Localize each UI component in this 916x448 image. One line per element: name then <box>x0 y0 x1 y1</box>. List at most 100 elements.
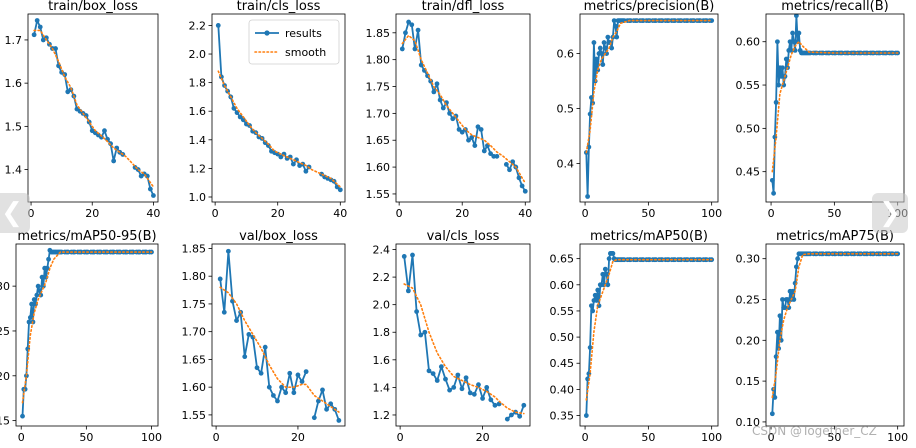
results-point <box>237 114 243 120</box>
results-point <box>450 116 456 122</box>
watermark: CSDN @Together_CZ <box>752 424 877 438</box>
chevron-left-icon: ❮ <box>1 198 23 228</box>
previous-image-button[interactable]: ❮ <box>0 193 30 233</box>
axes-frame <box>579 13 719 203</box>
y-tick-label: 1.85 <box>182 242 207 255</box>
results-point <box>480 396 485 401</box>
y-tick-label: 1.4 <box>189 134 207 147</box>
results-point <box>412 46 418 52</box>
results-point <box>231 105 237 111</box>
chart-title: train/cls_loss <box>237 0 321 14</box>
results-point <box>494 153 500 159</box>
results-point <box>455 372 461 378</box>
y-tick-label: 0.10 <box>736 416 761 429</box>
results-point <box>451 384 457 390</box>
smooth-line <box>403 283 525 415</box>
plot-area <box>401 252 527 422</box>
y-tick-label: 0.20 <box>0 370 10 383</box>
y-tick-label: 1.60 <box>182 381 207 394</box>
results-line <box>313 389 340 421</box>
results-point <box>594 56 599 62</box>
next-image-button[interactable]: ❯ <box>872 193 908 233</box>
results-point <box>31 297 37 302</box>
chevron-right-icon: ❯ <box>879 198 901 228</box>
results-line <box>585 252 712 416</box>
x-tick-label: 50 <box>827 207 841 220</box>
y-tick-label: 0.55 <box>550 305 575 318</box>
chart-panel-9: metrics/mAP50(B) 0 50 100 0.35 0.40 0.45 0.50 0.… <box>550 229 723 444</box>
results-point <box>516 175 522 181</box>
y-tick-label: 1.55 <box>366 188 391 201</box>
results-point <box>778 73 784 79</box>
results-point <box>437 97 443 103</box>
x-tick-label: 100 <box>701 431 722 444</box>
results-point <box>410 252 415 258</box>
results-point <box>290 161 296 167</box>
results-point <box>774 39 780 45</box>
chart-title: val/cls_loss <box>427 229 500 244</box>
results-point <box>606 256 612 262</box>
y-tick-label: 1.65 <box>366 134 391 147</box>
results-point <box>403 30 408 36</box>
results-point <box>599 51 604 56</box>
results-point <box>242 354 248 360</box>
results-point <box>583 413 589 418</box>
axes-frame <box>395 243 531 427</box>
chart-panel-4: metrics/precision(B) 0 50 100 0.4 0.5 0.6 <box>557 0 723 220</box>
results-point <box>521 402 527 408</box>
results-point <box>283 390 289 396</box>
results-point <box>588 303 594 309</box>
results-point <box>144 173 150 179</box>
results-point <box>37 288 42 294</box>
results-point <box>35 283 41 289</box>
y-tick-label: 0.60 <box>550 279 575 292</box>
axes-frame <box>27 13 159 203</box>
results-point <box>504 416 510 422</box>
chart-title: train/dfl_loss <box>422 0 505 14</box>
axes-frame <box>765 243 905 427</box>
results-point <box>324 406 329 412</box>
results-point <box>336 418 342 423</box>
results-point <box>463 375 469 381</box>
results-point <box>507 167 512 173</box>
results-point <box>785 297 790 302</box>
x-tick-label: 20 <box>291 431 305 444</box>
results-point <box>609 45 615 51</box>
results-point <box>39 274 45 280</box>
results-point <box>780 297 785 302</box>
chart-title: metrics/recall(B) <box>781 0 888 14</box>
y-tick-label: 0.30 <box>0 280 10 293</box>
results-point <box>783 56 789 62</box>
results-point <box>401 254 407 259</box>
x-tick-label: 50 <box>641 207 655 220</box>
results-point <box>440 105 446 111</box>
results-point <box>299 379 305 385</box>
results-point <box>278 154 284 160</box>
results-point <box>430 371 436 377</box>
results-line <box>771 252 898 414</box>
y-tick-label: 0.55 <box>736 79 761 92</box>
y-tick-label: 0.25 <box>736 293 761 306</box>
smooth-line <box>21 251 153 404</box>
chart-panel-2: train/cls_loss 0 20 40 1.0 1.2 1.4 1.6 1.8 2.0 2.2… <box>189 0 348 220</box>
results-point <box>595 287 601 293</box>
y-tick-label: 1.5 <box>5 120 23 133</box>
results-point <box>610 251 616 256</box>
x-tick-label: 50 <box>79 431 93 444</box>
x-tick-label: 0 <box>768 207 775 220</box>
x-tick-label: 0 <box>28 207 35 220</box>
y-tick-label: 1.4 <box>373 381 391 394</box>
results-point <box>790 288 795 294</box>
results-point <box>782 305 788 311</box>
results-point <box>466 137 471 143</box>
axes-frame <box>579 243 719 427</box>
results-point <box>316 398 321 404</box>
plot-area <box>769 14 901 196</box>
results-line <box>403 254 500 407</box>
results-point <box>265 143 271 148</box>
results-point <box>790 30 795 36</box>
results-point <box>234 110 240 116</box>
results-point <box>787 39 793 45</box>
results-line <box>219 250 307 402</box>
smooth-line <box>33 29 155 188</box>
